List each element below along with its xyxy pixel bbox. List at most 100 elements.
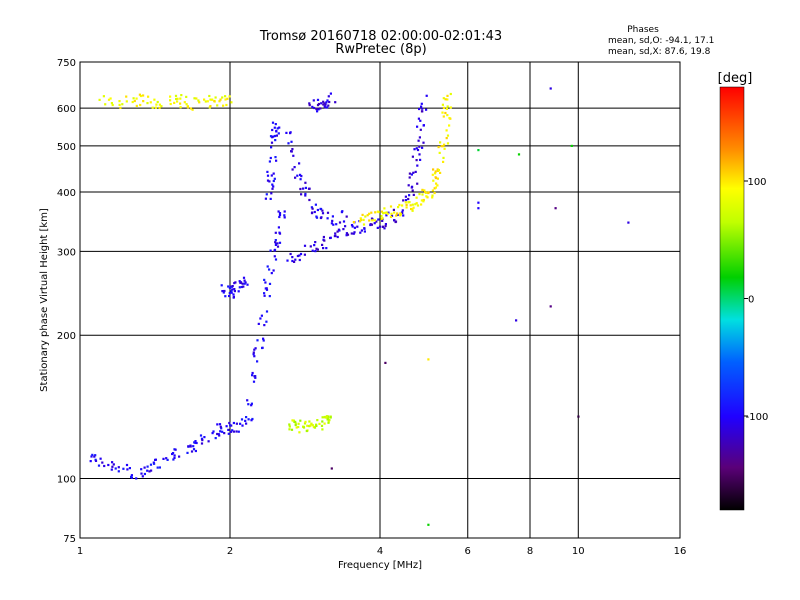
trace-point — [98, 98, 101, 101]
trace-point — [437, 146, 440, 149]
trace-point — [297, 422, 300, 425]
trace-point — [321, 243, 324, 246]
trace-point — [411, 209, 414, 212]
trace-point — [325, 416, 328, 419]
trace-point — [198, 101, 201, 104]
scatter-point — [627, 221, 630, 224]
trace-point — [256, 339, 259, 342]
trace-point — [133, 99, 136, 103]
trace-point — [246, 399, 249, 402]
trace-point — [203, 436, 206, 439]
trace-point — [224, 95, 227, 98]
trace-point — [328, 100, 331, 104]
trace-point — [416, 182, 419, 185]
x-tick-label: 1 — [77, 546, 83, 557]
y-tick-label: 300 — [57, 247, 76, 258]
trace-point — [193, 441, 196, 444]
trace-point — [338, 221, 342, 224]
trace-point — [265, 310, 269, 313]
trace-point — [240, 418, 244, 421]
trace-point — [143, 466, 146, 469]
trace-point — [253, 348, 256, 351]
trace-point — [304, 192, 307, 196]
trace-point — [439, 171, 442, 174]
trace-point — [326, 99, 329, 102]
trace-point — [323, 422, 326, 425]
trace-point — [438, 151, 441, 154]
trace-point — [218, 434, 221, 437]
trace-point — [225, 103, 228, 107]
trace-point — [126, 468, 129, 471]
trace-point — [381, 217, 384, 220]
trace-point — [270, 174, 273, 177]
trace-point — [291, 259, 294, 263]
trace-point — [254, 347, 257, 350]
trace-point — [231, 429, 234, 432]
trace-point — [244, 281, 247, 284]
trace-point — [310, 212, 314, 215]
trace-point — [420, 105, 423, 108]
trace-point — [436, 177, 439, 180]
trace-point — [139, 94, 143, 98]
trace-point — [431, 189, 434, 192]
y-tick-label: 100 — [57, 475, 76, 486]
trace-point — [146, 469, 149, 472]
trace-point — [243, 279, 246, 282]
trace-point — [353, 226, 356, 229]
trace-point — [407, 184, 410, 187]
trace-point — [424, 191, 427, 194]
trace-point — [241, 282, 244, 285]
trace-point — [213, 99, 216, 103]
trace-point — [156, 466, 159, 469]
trace-point — [392, 208, 395, 211]
trace-point — [298, 162, 301, 165]
trace-point — [194, 441, 197, 444]
trace-point — [278, 215, 281, 219]
trace-point — [221, 96, 224, 99]
trace-point — [250, 419, 253, 422]
trace-point — [314, 241, 317, 244]
trace-point — [275, 159, 278, 162]
trace-point — [353, 231, 356, 234]
scatter-point — [477, 201, 480, 204]
trace-point — [377, 218, 380, 221]
trace-point — [327, 420, 330, 423]
trace-point — [389, 215, 393, 218]
trace-point — [445, 137, 448, 140]
trace-point — [315, 424, 318, 427]
trace-point — [370, 211, 373, 214]
trace-point — [283, 214, 286, 217]
trace-point — [332, 223, 335, 226]
trace-point — [449, 92, 452, 96]
trace-point — [386, 212, 389, 215]
trace-point — [141, 475, 144, 478]
trace-point — [290, 140, 293, 143]
trace-point — [427, 191, 430, 195]
trace-point — [315, 216, 319, 219]
trace-point — [138, 93, 141, 96]
trace-point — [329, 92, 332, 95]
trace-point — [139, 103, 142, 107]
trace-point — [418, 136, 421, 139]
trace-point — [297, 425, 300, 429]
trace-point — [313, 244, 316, 247]
colorbar-tick-label: 0 — [748, 295, 754, 306]
trace-point — [370, 223, 373, 226]
trace-point — [421, 188, 424, 191]
trace-point — [385, 211, 388, 214]
trace-point — [287, 142, 290, 145]
x-tick-label: 6 — [465, 546, 471, 557]
trace-point — [408, 194, 411, 197]
trace-point — [350, 232, 353, 235]
trace-point — [313, 210, 316, 214]
trace-point — [252, 353, 255, 356]
scatter-point — [570, 144, 573, 147]
trace-point — [294, 258, 297, 261]
trace-point — [326, 418, 329, 421]
trace-point — [374, 211, 377, 214]
trace-point — [393, 219, 396, 222]
trace-point — [93, 455, 96, 458]
trace-point — [425, 94, 428, 97]
trace-point — [111, 465, 114, 468]
trace-point — [341, 210, 344, 213]
